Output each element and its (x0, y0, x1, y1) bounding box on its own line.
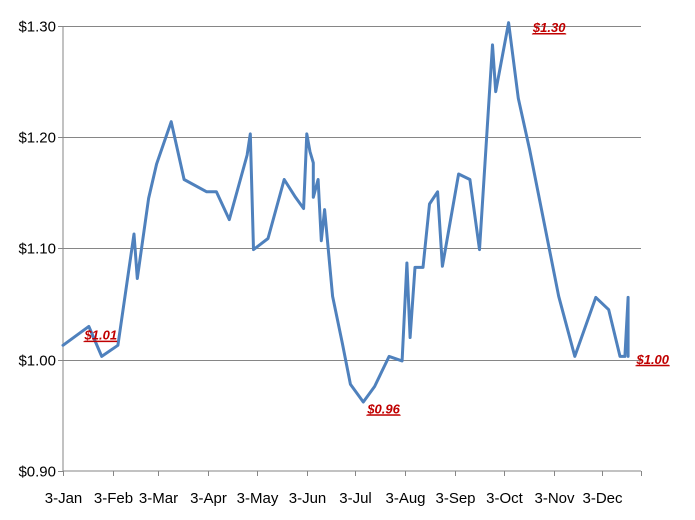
series (61, 21, 630, 404)
x-tick-label: 3-May (237, 490, 279, 507)
x-tick-label: 3-Feb (94, 490, 133, 507)
data-label: $1.01 (84, 328, 118, 343)
y-tick-label: $1.30 (18, 19, 56, 36)
data-label: $0.96 (366, 401, 400, 416)
x-tick-label: 3-Mar (139, 490, 178, 507)
series-line-price (61, 21, 630, 404)
y-tick-labels: $0.90 $1.00 $1.10 $1.20 $1.30 (18, 19, 63, 481)
y-tick-label: $0.90 (18, 464, 56, 481)
x-tick-label: 3-Aug (385, 490, 425, 507)
x-tick-label: 3-Jan (45, 490, 83, 507)
x-tick-label: 3-Oct (486, 490, 524, 507)
y-tick-label: $1.10 (18, 241, 56, 258)
x-tick-label: 3-Sep (435, 490, 475, 507)
data-label: $1.30 (532, 20, 566, 35)
y-tick-label: $1.00 (18, 353, 56, 370)
data-label: $1.00 (635, 352, 669, 367)
x-tick-labels: 3-Jan 3-Feb 3-Mar 3-Apr 3-May 3-Jun 3-Jul 3-Aug… (45, 471, 642, 507)
x-tick-label: 3-Dec (582, 490, 623, 507)
x-tick-label: 3-Nov (534, 490, 575, 507)
x-tick-label: 3-Jul (339, 490, 372, 507)
x-tick-label: 3-Jun (289, 490, 327, 507)
data-labels: $1.01 $0.96 $1.30 $1.00 (83, 20, 670, 416)
gridlines (63, 26, 641, 361)
x-tick-label: 3-Apr (190, 490, 227, 507)
y-tick-label: $1.20 (18, 130, 56, 147)
